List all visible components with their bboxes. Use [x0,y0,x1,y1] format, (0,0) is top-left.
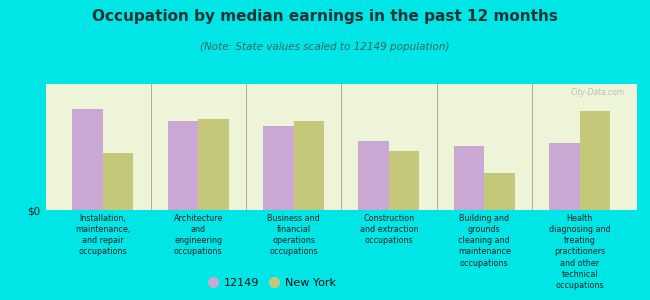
Text: (Note: State values scaled to 12149 population): (Note: State values scaled to 12149 popu… [200,42,450,52]
Bar [294,121,324,210]
Bar [198,118,229,210]
Bar [454,146,484,210]
Bar [358,141,389,210]
Bar [389,151,419,210]
Legend: 12149, New York: 12149, New York [207,274,339,291]
Text: City-Data.com: City-Data.com [571,88,625,97]
Bar [263,126,294,210]
Bar [168,121,198,210]
Bar [549,143,580,210]
Bar [103,153,133,210]
Bar [484,173,515,210]
Bar [72,109,103,210]
Text: Occupation by median earnings in the past 12 months: Occupation by median earnings in the pas… [92,9,558,24]
Bar [580,111,610,210]
